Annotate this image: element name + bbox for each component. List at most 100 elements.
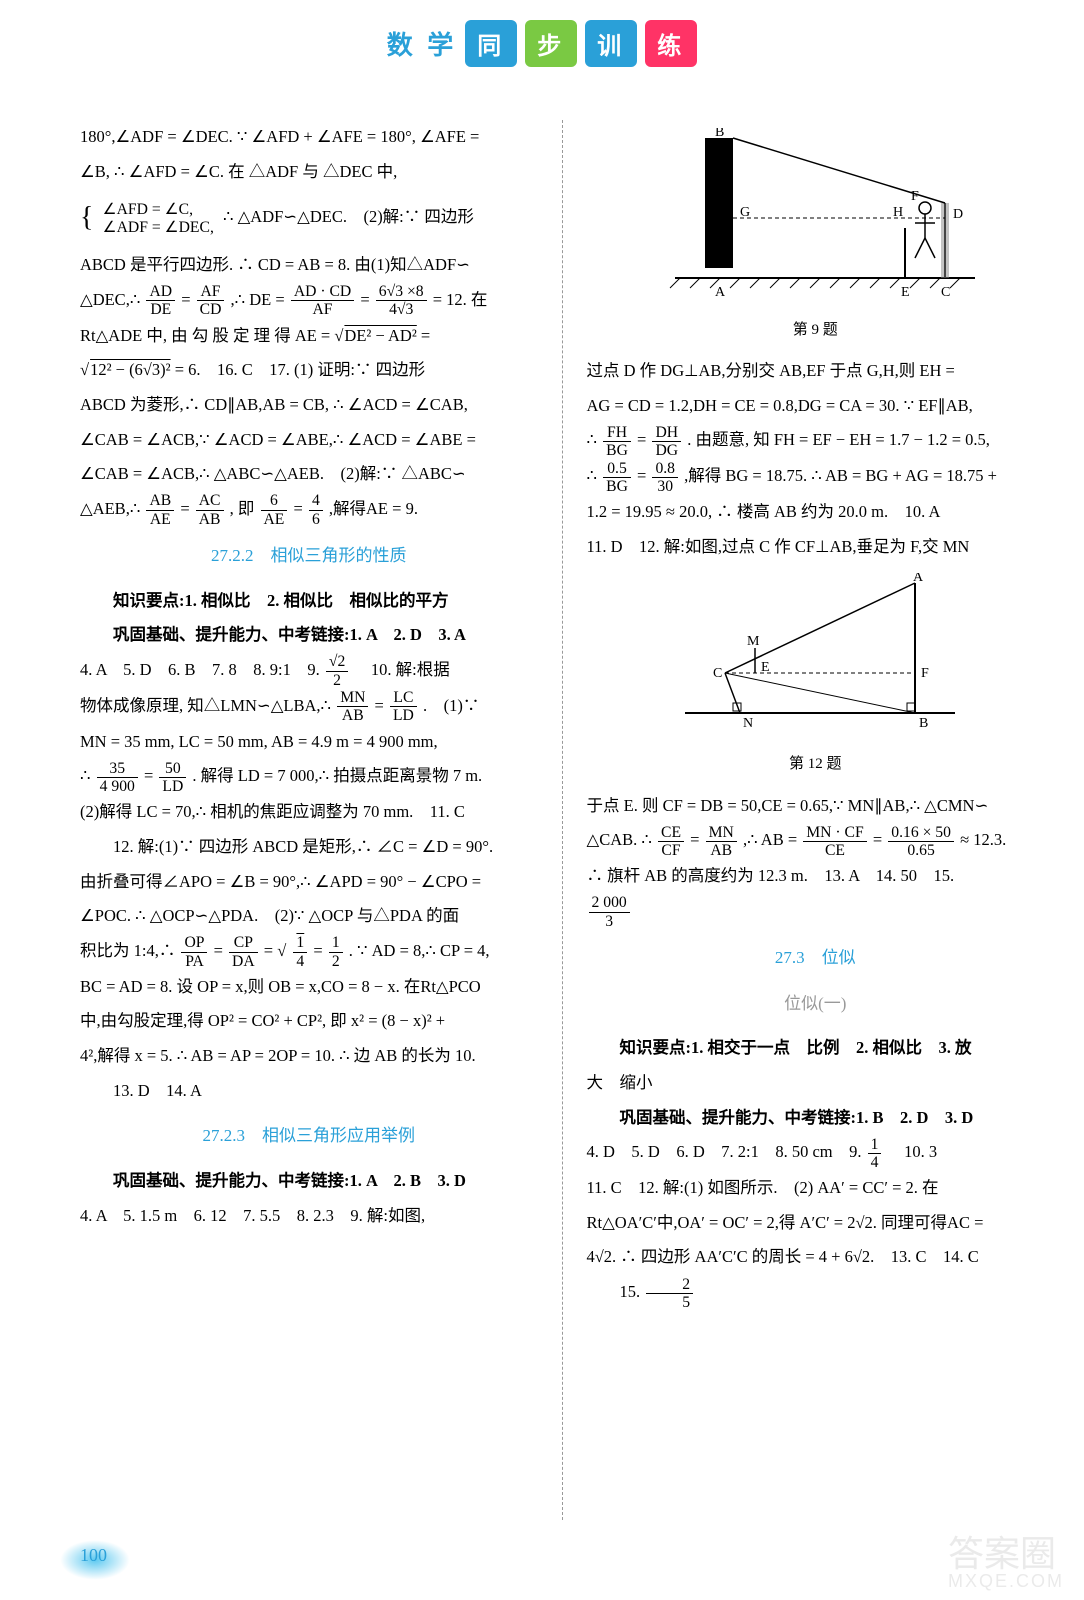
text-line: ∴ 旗杆 AB 的高度约为 12.3 m. 13. A 14. 50 15.: [587, 859, 1045, 894]
text-span: . 解得 LD = 7 000,∴ 拍摄点距离景物 7 m.: [192, 766, 482, 785]
frac-num: LC: [390, 689, 417, 707]
text-line: 4. A 5. 1.5 m 6. 12 7. 5.5 8. 2.3 9. 解:如…: [80, 1199, 538, 1234]
text-line: 12. 解:(1)∵ 四边形 ABCD 是矩形,∴ ∠C = ∠D = 90°.: [80, 830, 538, 865]
svg-text:B: B: [715, 128, 724, 140]
text-span: 物体成像原理, 知△LMN∽△LBA,∴: [80, 696, 335, 715]
frac-den: 2: [329, 953, 343, 970]
text-line: Rt△ADE 中, 由 勾 股 定 理 得 AE = √DE² − AD² =: [80, 319, 538, 354]
tile-bu: 步: [525, 20, 577, 67]
frac-num: 0.8: [652, 460, 678, 478]
column-divider: [562, 120, 563, 1520]
text-line: 1.2 = 19.95 ≈ 20.0, ∴ 楼高 AB 约为 20.0 m. 1…: [587, 495, 1045, 530]
text-span: ,解得AE = 9.: [329, 499, 418, 518]
frac-den: LD: [390, 707, 417, 724]
frac-num: 0.16 × 50: [888, 824, 954, 842]
text-span: =: [181, 290, 194, 309]
frac-num: 0.5: [603, 460, 631, 478]
text-line: ∠CAB = ∠ACB,∴ △ABC∽△AEB. (2)解:∵ △ABC∽: [80, 457, 538, 492]
text-span: 积比为 1:4,∴: [80, 941, 179, 960]
frac-num: MN: [706, 824, 737, 842]
tile-xun: 训: [585, 20, 637, 67]
svg-text:D: D: [953, 207, 963, 222]
frac-num: 2 000: [589, 894, 630, 912]
figure-12-svg: A M C E F N B: [665, 573, 965, 733]
page-header: 数 学 同 步 训 练: [0, 20, 1084, 110]
svg-text:F: F: [911, 189, 919, 204]
frac-num: CE: [658, 824, 684, 842]
text-line: ∠B, ∴ ∠AFD = ∠C. 在 △ADF 与 △DEC 中,: [80, 155, 538, 190]
frac-num: AC: [196, 492, 224, 510]
section-title-2722: 27.2.2 相似三角形的性质: [80, 538, 538, 574]
text-line: 11. D 12. 解:如图,过点 C 作 CF⊥AB,垂足为 F,交 MN: [587, 530, 1045, 565]
text-line: 15. 25: [587, 1275, 1045, 1311]
text-span: ,∴ DE =: [231, 290, 289, 309]
frac-den: AE: [261, 511, 288, 528]
text-line: Rt△OA′C′中,OA′ = OC′ = 2,得 A′C′ = 2√2. 同理…: [587, 1206, 1045, 1241]
text-line: 积比为 1:4,∴ OPPA = CPDA = √ 14 = 12 . ∵ AD…: [80, 934, 538, 970]
frac-den: 30: [652, 478, 678, 495]
frac-den: AB: [196, 511, 224, 528]
text-line: 11. C 12. 解:(1) 如图所示. (2) AA′ = CC′ = 2.…: [587, 1171, 1045, 1206]
svg-text:B: B: [919, 716, 928, 731]
figure-9-svg: B G H F D A E C: [645, 128, 985, 298]
frac-num: 2: [646, 1276, 693, 1294]
sqrt-expr: 12² − (6√3)²: [89, 360, 171, 379]
text-span: ≈ 12.3.: [960, 830, 1006, 849]
text-line: 中,由勾股定理,得 OP² = CO² + CP², 即 x² = (8 − x…: [80, 1004, 538, 1039]
frac-num: CP: [229, 934, 258, 952]
knowledge-points: 知识要点:1. 相似比 2. 相似比 相似比的平方: [80, 584, 538, 619]
frac-den: DA: [229, 953, 258, 970]
figure-12-caption: 第 12 题: [587, 749, 1045, 781]
figure-12: A M C E F N B 第 12 题: [587, 573, 1045, 781]
text-span: ∴: [587, 466, 602, 485]
frac-num: 6√3 ×8: [376, 283, 427, 301]
text-line: 物体成像原理, 知△LMN∽△LBA,∴ MNAB = LCLD . (1)∵: [80, 689, 538, 725]
frac-num: 35: [97, 760, 138, 778]
sqrt-expr: DE² − AD²: [343, 326, 416, 345]
content-area: 180°,∠ADF = ∠DEC. ∵ ∠AFD + ∠AFE = 180°, …: [80, 120, 1044, 1520]
text-span: = √: [264, 941, 287, 960]
text-span: . ∵ AD = 8,∴ CP = 4,: [349, 941, 490, 960]
text-span: ∴ △ADF∽△DEC. (2)解:∵ 四边形: [223, 207, 474, 226]
exercise-header: 巩固基础、提升能力、中考链接:1. A 2. D 3. A: [80, 618, 538, 653]
frac-den: BG: [603, 442, 631, 459]
frac-den: 0.65: [888, 842, 954, 859]
frac-num: AB: [146, 492, 174, 510]
text-span: =: [417, 326, 430, 345]
text-line: { ∠AFD = ∠C, ∠ADF = ∠DEC, ∴ △ADF∽△DEC. (…: [80, 189, 538, 248]
knowledge-points: 知识要点:1. 相交于一点 比例 2. 相似比 3. 放: [587, 1031, 1045, 1066]
text-span: , 即: [230, 499, 259, 518]
text-line: 4√2. ∴ 四边形 AA′C′C 的周长 = 4 + 6√2. 13. C 1…: [587, 1240, 1045, 1275]
svg-text:F: F: [921, 666, 929, 681]
text-line: 4²,解得 x = 5. ∴ AB = AP = 2OP = 10. ∴ 边 A…: [80, 1039, 538, 1074]
text-line: ∴ FHBG = DHDG . 由题意, 知 FH = EF − EH = 1.…: [587, 423, 1045, 459]
frac-den: 4: [868, 1154, 882, 1171]
text-line: 过点 D 作 DG⊥AB,分别交 AB,EF 于点 G,H,则 EH =: [587, 354, 1045, 389]
text-line: 13. D 14. A: [80, 1074, 538, 1109]
text-line: △CAB. ∴ CECF = MNAB ,∴ AB = MN · CFCE = …: [587, 823, 1045, 859]
text-line: 4. D 5. D 6. D 7. 2:1 8. 50 cm 9. 14 10.…: [587, 1135, 1045, 1171]
text-span: =: [294, 499, 307, 518]
text-span: Rt△ADE 中, 由 勾 股 定 理 得 AE = √: [80, 326, 343, 345]
frac-num: 6: [261, 492, 288, 510]
text-line: 由折叠可得∠APO = ∠B = 90°,∴ ∠APD = 90° − ∠CPO…: [80, 865, 538, 900]
frac-den: AE: [146, 511, 174, 528]
svg-text:C: C: [713, 666, 722, 681]
text-line: ABCD 是平行四边形. ∴ CD = AB = 8. 由(1)知△ADF∽: [80, 248, 538, 283]
svg-text:A: A: [715, 285, 726, 298]
section-subtitle: 位似(一): [587, 986, 1045, 1022]
svg-text:E: E: [901, 285, 910, 298]
header-title-group: 数 学 同 步 训 练: [387, 20, 698, 67]
frac-den: AF: [291, 301, 354, 318]
text-line: √12² − (6√3)² = 6. 16. C 17. (1) 证明:∵ 四边…: [80, 353, 538, 388]
frac-num: AD: [146, 283, 175, 301]
text-line: ∴ 0.5BG = 0.830 ,解得 BG = 18.75. ∴ AB = B…: [587, 459, 1045, 495]
frac-num: 1: [329, 934, 343, 952]
text-span: △DEC,∴: [80, 290, 144, 309]
text-span: =: [873, 830, 886, 849]
frac-num: FH: [603, 424, 631, 442]
exercise-header: 巩固基础、提升能力、中考链接:1. B 2. D 3. D: [587, 1101, 1045, 1136]
text-span: √: [80, 360, 89, 379]
text-span: ∴: [587, 430, 602, 449]
text-line: 2 0003: [587, 894, 1045, 930]
